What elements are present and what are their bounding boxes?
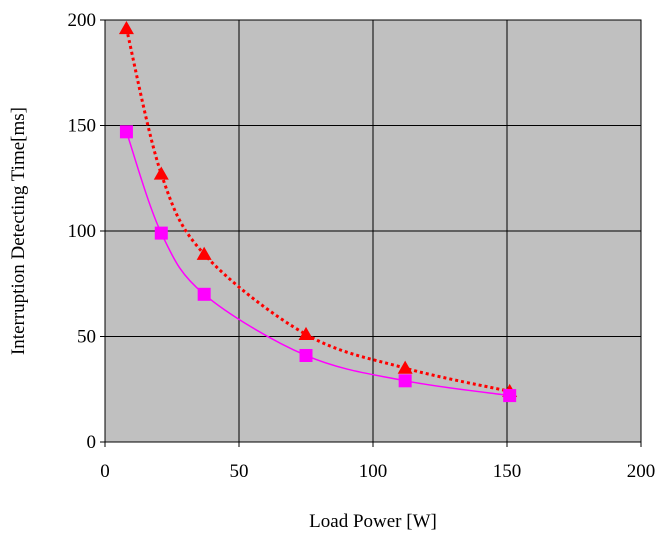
- x-tick-label: 100: [359, 461, 388, 482]
- x-axis-ticks: 0 50 100 150 200: [100, 442, 655, 482]
- data-point-square: [299, 348, 313, 362]
- data-point-triangle: [118, 20, 134, 35]
- x-tick-label: 0: [100, 461, 110, 482]
- data-point-triangle: [196, 246, 212, 260]
- series-line: [125, 131, 510, 397]
- data-point-triangle: [397, 360, 413, 374]
- y-tick-label: 100: [68, 221, 97, 242]
- data-point-square: [398, 374, 412, 388]
- series-2: [119, 125, 517, 403]
- gridlines: [105, 20, 641, 442]
- y-tick-label: 200: [68, 10, 97, 31]
- series-layer: [118, 20, 518, 403]
- y-tick-label: 0: [87, 432, 97, 453]
- data-point-triangle: [298, 326, 314, 341]
- x-axis-label: Load Power [W]: [309, 511, 437, 532]
- y-axis-ticks: 0 50 100 150 200: [68, 10, 105, 453]
- y-tick-label: 50: [77, 327, 96, 348]
- data-point-square: [197, 287, 211, 301]
- x-tick-label: 150: [493, 461, 522, 482]
- y-axis-label: Interruption Detecting Time[ms]: [8, 107, 29, 355]
- data-point-square: [119, 125, 133, 139]
- x-tick-label: 50: [230, 461, 249, 482]
- y-tick-label: 150: [68, 116, 97, 137]
- x-tick-label: 200: [627, 461, 656, 482]
- data-point-square: [154, 226, 168, 240]
- data-point-triangle: [153, 166, 169, 180]
- data-point-square: [503, 389, 517, 403]
